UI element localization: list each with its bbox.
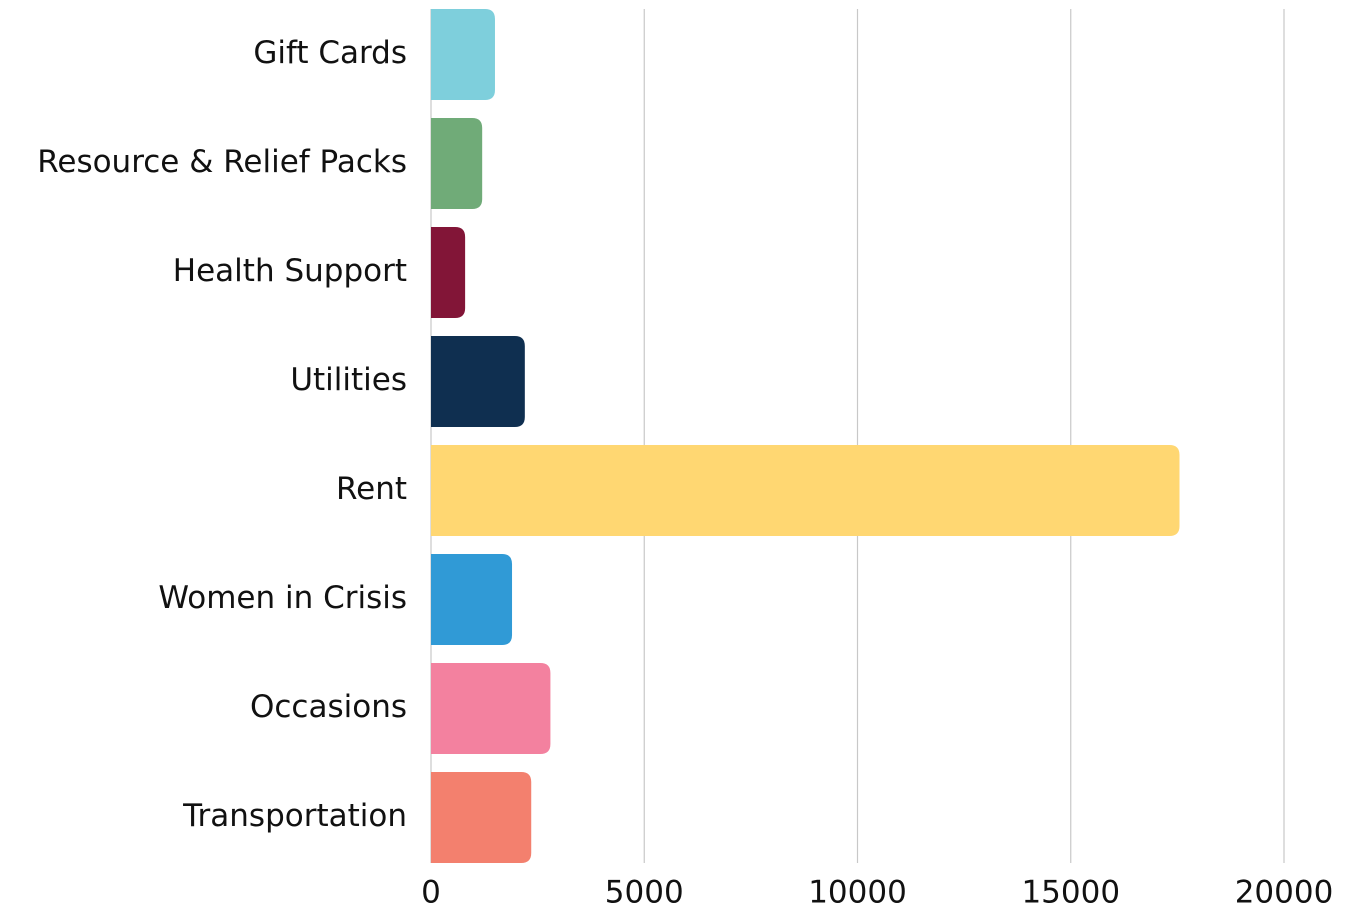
bar — [431, 663, 551, 754]
bar — [431, 227, 466, 318]
bar — [431, 336, 525, 427]
bar — [431, 118, 483, 209]
y-tick-label: Utilities — [290, 362, 407, 398]
bar — [431, 554, 513, 645]
y-tick-label: Gift Cards — [253, 35, 407, 71]
bar — [431, 445, 1180, 536]
y-tick-label: Occasions — [250, 689, 407, 725]
y-tick-label: Resource & Relief Packs — [37, 144, 407, 180]
x-tick-label: 20000 — [1235, 875, 1334, 911]
x-tick-label: 10000 — [808, 875, 907, 911]
y-tick-label: Rent — [336, 471, 407, 507]
y-tick-label: Women in Crisis — [158, 580, 407, 616]
x-tick-label: 15000 — [1021, 875, 1120, 911]
bar — [431, 772, 532, 863]
bar — [431, 9, 495, 100]
y-tick-label: Transportation — [182, 798, 407, 834]
x-tick-label: 5000 — [605, 875, 684, 911]
x-tick-label: 0 — [421, 875, 441, 911]
y-tick-label: Health Support — [173, 253, 407, 289]
